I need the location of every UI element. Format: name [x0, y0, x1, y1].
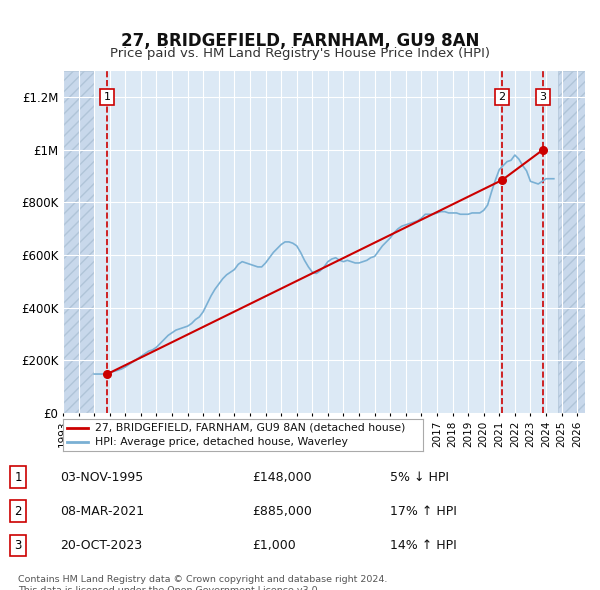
Text: 2: 2 — [14, 504, 22, 517]
Text: 08-MAR-2021: 08-MAR-2021 — [60, 504, 144, 517]
Point — [103, 369, 112, 379]
Text: Price paid vs. HM Land Registry's House Price Index (HPI): Price paid vs. HM Land Registry's House … — [110, 47, 490, 60]
Point — [497, 175, 507, 185]
Text: 14% ↑ HPI: 14% ↑ HPI — [390, 539, 457, 552]
Text: 27, BRIDGEFIELD, FARNHAM, GU9 8AN (detached house): 27, BRIDGEFIELD, FARNHAM, GU9 8AN (detac… — [95, 423, 406, 433]
Point — [538, 145, 548, 155]
Text: Contains HM Land Registry data © Crown copyright and database right 2024.
This d: Contains HM Land Registry data © Crown c… — [18, 575, 388, 590]
Text: 3: 3 — [539, 92, 547, 102]
Text: 27, BRIDGEFIELD, FARNHAM, GU9 8AN: 27, BRIDGEFIELD, FARNHAM, GU9 8AN — [121, 32, 479, 51]
Text: 3: 3 — [14, 539, 22, 552]
Text: 1: 1 — [14, 470, 22, 484]
Text: 1: 1 — [104, 92, 111, 102]
Text: 5% ↓ HPI: 5% ↓ HPI — [390, 470, 449, 484]
Text: £1,000: £1,000 — [252, 539, 296, 552]
Text: HPI: Average price, detached house, Waverley: HPI: Average price, detached house, Wave… — [95, 437, 348, 447]
Bar — [558, 71, 585, 413]
Text: £885,000: £885,000 — [252, 504, 312, 517]
Bar — [63, 71, 94, 413]
Text: 03-NOV-1995: 03-NOV-1995 — [60, 470, 143, 484]
Text: 2: 2 — [499, 92, 506, 102]
Text: £148,000: £148,000 — [252, 470, 311, 484]
Text: 17% ↑ HPI: 17% ↑ HPI — [390, 504, 457, 517]
Text: 20-OCT-2023: 20-OCT-2023 — [60, 539, 142, 552]
